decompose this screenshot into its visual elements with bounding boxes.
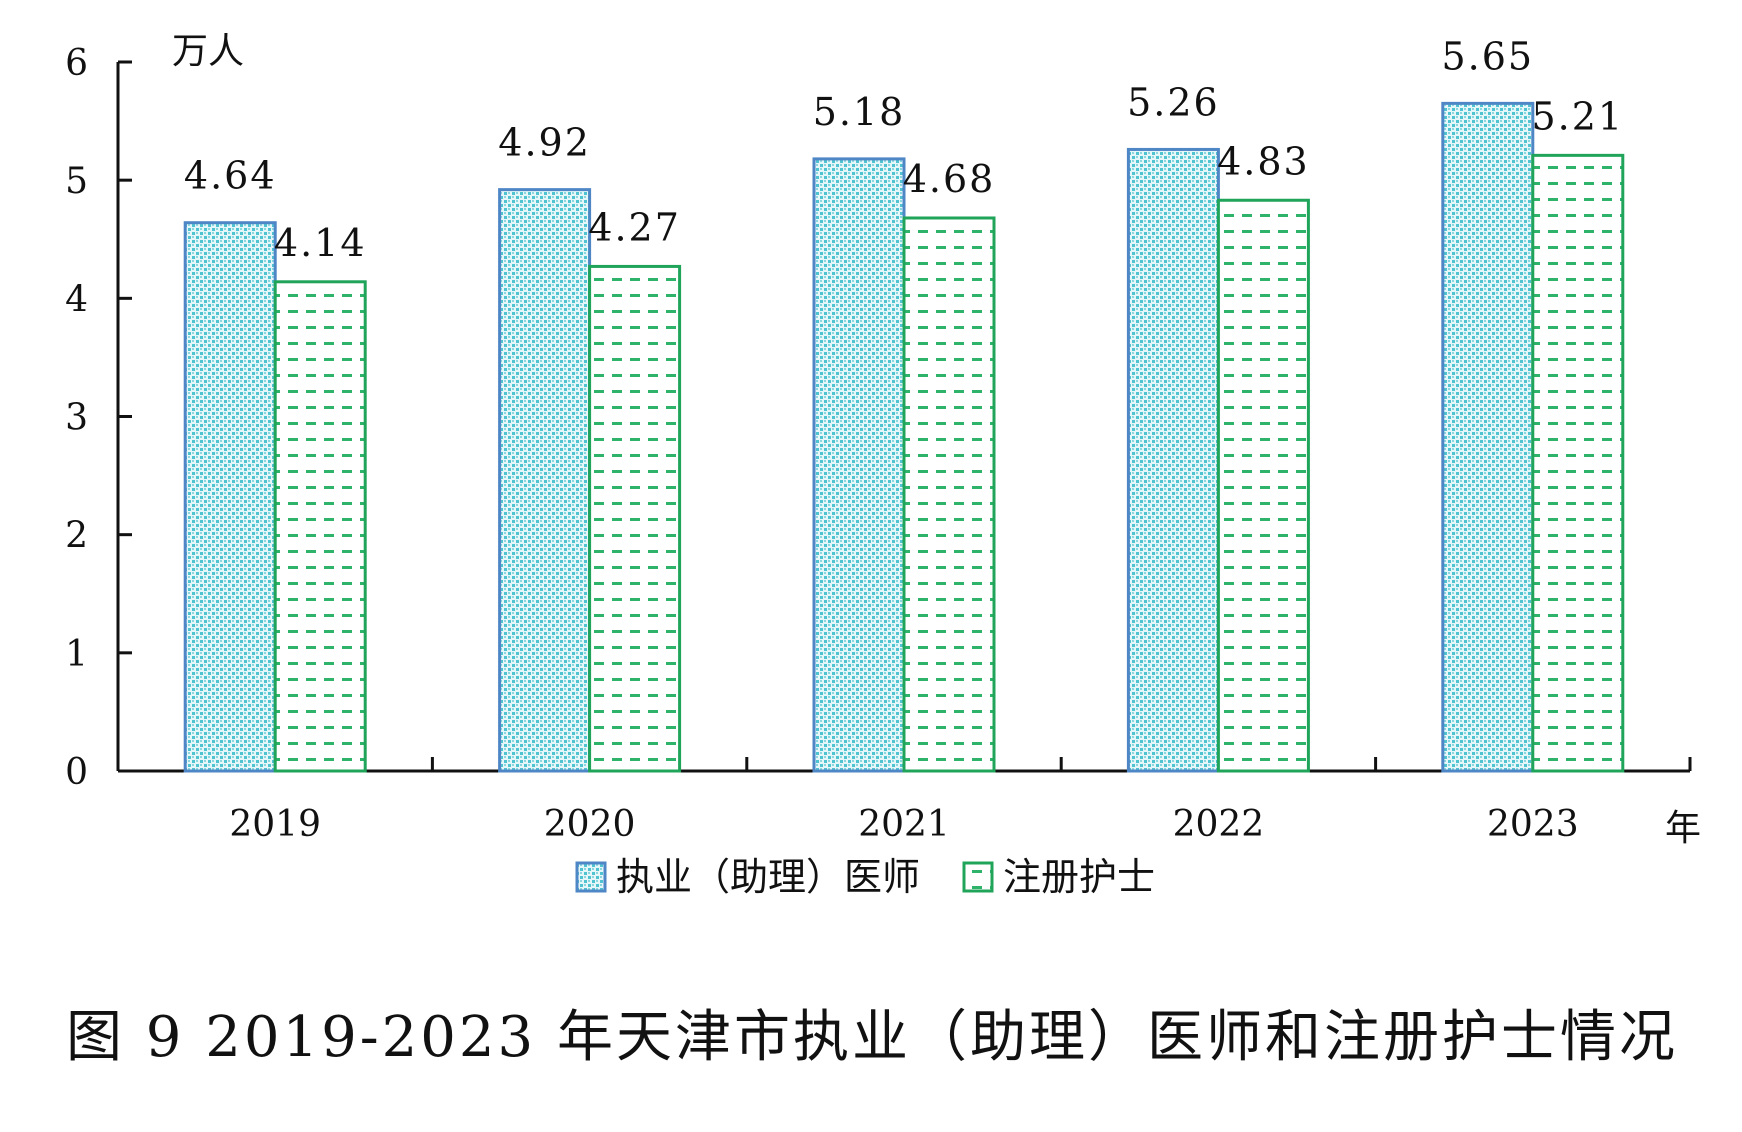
y-tick-label: 4 [65,279,88,320]
axes-layer: 0 1 2 3 4 5 6 [65,43,1692,793]
data-label-doctor: 5.18 [813,90,906,134]
data-label-nurse: 4.83 [1217,139,1310,183]
labels-layer: 2019 4.64 4.14 2020 4.92 4.27 2021 5.18 4.68 2022… [184,34,1624,845]
x-tick-label: 2020 [544,804,636,845]
x-tick-label: 2022 [1173,804,1265,845]
y-tick-label: 2 [65,516,88,557]
data-label-nurse: 5.21 [1531,94,1624,138]
bar-doctor [1126,147,1220,773]
bar-doctor [498,188,592,773]
bar-nurse [588,264,682,773]
y-tick-label: 6 [65,43,88,84]
bar-nurse [902,216,996,773]
data-label-doctor: 4.92 [498,121,591,165]
y-tick-label: 3 [65,398,88,439]
y-tick-label: 5 [65,161,88,202]
x-tick-label: 2021 [858,804,950,845]
bar-doctor [1441,101,1535,773]
data-label-nurse: 4.14 [274,221,367,265]
legend: 执业（助理）医师 注册护士 [575,855,1155,899]
data-label-nurse: 4.68 [903,157,996,201]
legend-swatch-nurse [962,861,994,893]
bars-layer [183,101,1625,773]
data-label-nurse: 4.27 [588,205,681,249]
chart-title: 图 9 2019-2023 年天津市执业（助理）医师和注册护士情况 [66,1005,1678,1070]
x-tick-label: 2023 [1487,804,1579,845]
data-label-doctor: 5.65 [1441,34,1534,78]
bar-doctor [183,221,277,773]
data-label-doctor: 4.64 [184,154,277,198]
legend-swatch-doctor [575,861,607,893]
legend-label-doctor: 执业（助理）医师 [616,855,920,899]
x-tick-label: 2019 [229,804,321,845]
y-tick-label: 0 [65,752,88,793]
x-axis-unit-label: 年 [1665,808,1701,849]
bar-nurse [1531,153,1625,773]
bar-doctor [812,157,906,773]
bar-nurse [273,280,367,773]
legend-label-nurse: 注册护士 [1003,855,1155,899]
y-axis-unit-label: 万人 [172,31,244,72]
data-label-doctor: 5.26 [1127,80,1220,124]
y-tick-label: 1 [65,634,88,675]
bar-nurse [1216,198,1310,773]
